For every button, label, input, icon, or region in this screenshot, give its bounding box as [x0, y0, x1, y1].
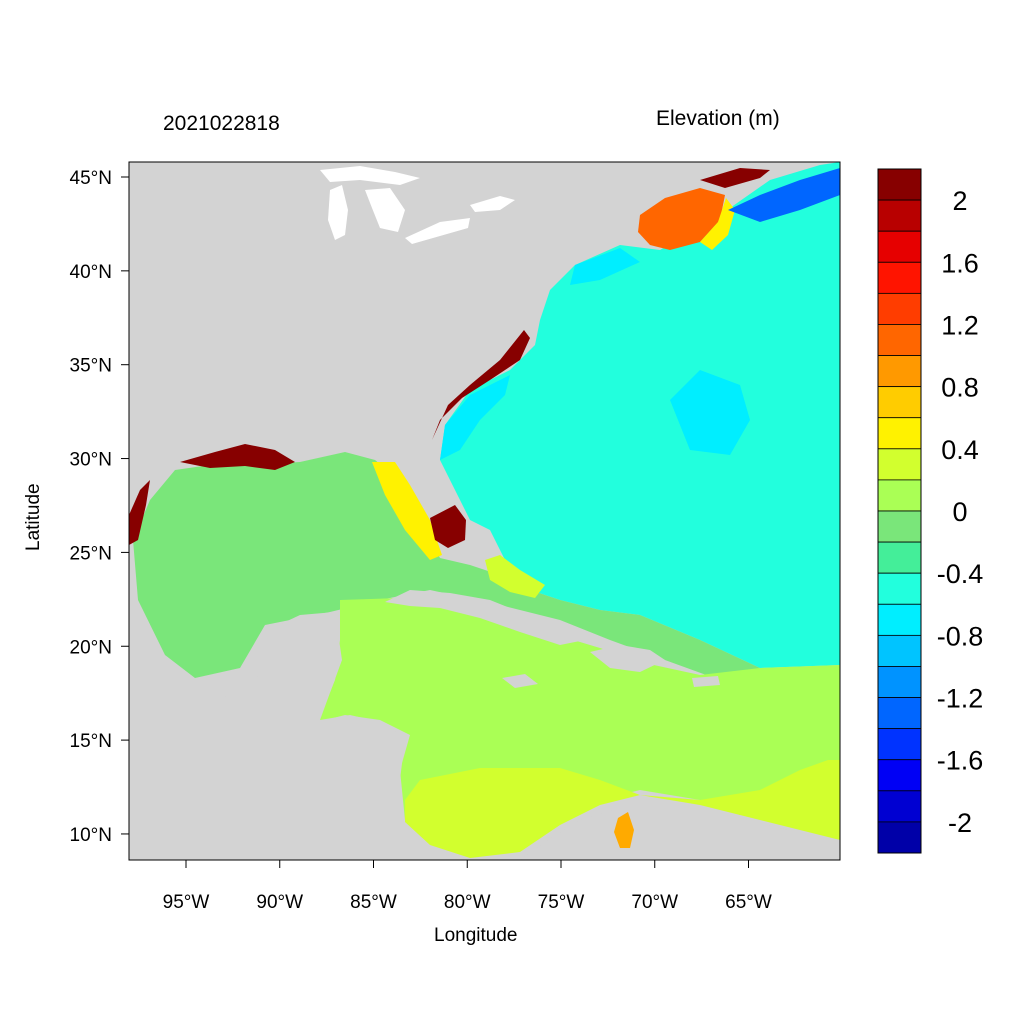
colorbar-label: -1.2: [937, 684, 984, 714]
colorbar-swatch: [877, 541, 922, 574]
puerto-rico-island: [692, 676, 720, 687]
south-florida-surge: [430, 505, 466, 548]
colorbar-swatch: [877, 324, 922, 356]
lat-tick-label: 45°N: [70, 168, 112, 189]
texas-coast-surge: [129, 480, 150, 545]
lon-tick-label: 70°W: [631, 892, 678, 913]
lon-tick-label: 80°W: [444, 892, 491, 913]
hispaniola-island: [590, 645, 665, 672]
lon-tick-label: 95°W: [163, 892, 210, 913]
colorbar-swatch: [877, 603, 922, 636]
colorbar-swatch: [877, 448, 922, 481]
lake-michigan: [328, 185, 348, 240]
colorbar-swatch: [877, 821, 922, 854]
gulf-of-maine-peak: [700, 168, 770, 188]
gulf-of-maine-yellow: [700, 198, 735, 250]
colorbar-swatch: [877, 634, 922, 667]
x-axis-title: Longitude: [434, 925, 518, 946]
nova-scotia-low: [728, 168, 840, 222]
jamaica-island: [502, 674, 538, 688]
colorbar-label: -1.6: [937, 746, 984, 776]
colorbar: 2 1.6 1.2 0.8 0.4 0 -0.4 -0.8 -1.2 -1.6 -2: [877, 168, 984, 854]
lake-ontario: [470, 196, 515, 212]
colorbar-frame: [877, 168, 922, 854]
lat-tick-label: 25°N: [70, 543, 112, 564]
colorbar-swatch: [877, 697, 922, 730]
colorbar-swatch: [877, 479, 922, 512]
colorbar-label: -0.8: [937, 621, 984, 651]
colorbar-swatch: [877, 261, 922, 294]
colorbar-label: 2: [952, 186, 967, 216]
axis-ticks: 95°W 90°W 85°W 80°W 75°W 70°W 65°W 45°N 40°N 35°N…: [70, 168, 772, 913]
colorbar-swatch: [877, 355, 922, 388]
colorbar-swatch: [877, 292, 922, 325]
lat-tick-label: 10°N: [70, 825, 112, 846]
colorbar-swatch: [877, 199, 922, 232]
colorbar-swatch: [877, 572, 922, 605]
colorbar-label: 0.8: [941, 373, 979, 403]
lon-tick-label: 65°W: [725, 892, 772, 913]
colorbar-label: 1.2: [941, 310, 979, 340]
colorbar-label: -2: [948, 808, 972, 838]
atlantic-ocean: [440, 162, 840, 668]
gulf-of-mexico: [133, 452, 760, 680]
colorbar-label: 0.4: [941, 435, 979, 465]
lat-tick-label: 20°N: [70, 637, 112, 658]
lake-superior: [320, 166, 420, 185]
map-frame: [128, 161, 841, 861]
south-america-land: [520, 808, 840, 860]
lon-tick-label: 75°W: [538, 892, 585, 913]
lat-tick-label: 35°N: [70, 356, 112, 377]
florida-west-shelf: [372, 462, 442, 560]
lat-tick-label: 15°N: [70, 731, 112, 752]
lon-tick-label: 85°W: [350, 892, 397, 913]
lake-erie: [405, 218, 470, 244]
map-panel: [129, 162, 840, 860]
colorbar-swatch: [877, 230, 922, 263]
lon-tick-label: 90°W: [256, 892, 303, 913]
southeast-coast-surge: [432, 330, 530, 440]
atlantic-low-region-north: [570, 248, 640, 285]
colorbar-swatch: [877, 168, 922, 201]
lake-maracaibo: [614, 812, 634, 848]
colorbar-label: -0.4: [937, 559, 984, 589]
lat-tick-label: 40°N: [70, 262, 112, 283]
central-america-land: [129, 612, 405, 860]
colorbar-label: 0: [952, 497, 967, 527]
variable-title: Elevation (m): [656, 107, 780, 130]
date-title: 2021022818: [163, 112, 280, 135]
colorbar-swatch: [877, 759, 922, 792]
atlantic-low-region-mid: [670, 370, 750, 455]
bahamas-banks: [485, 555, 545, 598]
colorbar-swatch: [877, 386, 922, 419]
atlantic-low-region: [440, 375, 510, 460]
lake-huron: [365, 188, 405, 232]
colorbar-swatch: [877, 790, 922, 823]
southern-caribbean: [405, 760, 840, 858]
colorbar-swatch: [877, 728, 922, 761]
colorbar-swatch: [877, 510, 922, 543]
cuba-island: [385, 590, 585, 645]
colorbar-swatch: [877, 417, 922, 450]
gulf-coast-surge: [180, 444, 295, 470]
colorbar-swatch: [877, 666, 922, 698]
colorbar-label: 1.6: [941, 248, 979, 278]
lat-tick-label: 30°N: [70, 450, 112, 471]
gulf-of-maine-high: [638, 188, 725, 250]
